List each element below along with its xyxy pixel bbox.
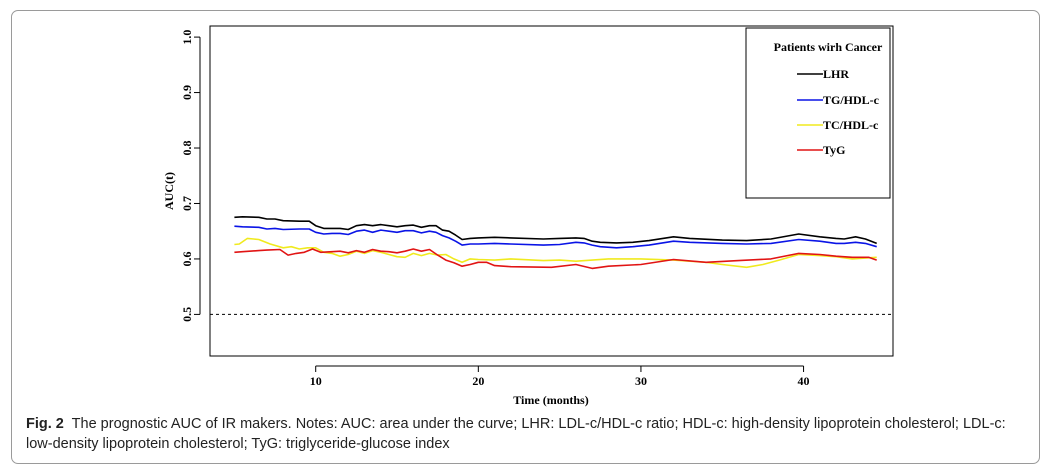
y-tick-label: 0.9 [180,85,194,100]
caption-label: Fig. 2 [26,416,64,432]
y-axis-title: AUC(t) [162,172,176,210]
series-line-tyg [234,249,876,268]
x-axis-title: Time (months) [513,393,588,407]
figure-caption: Fig. 2 The prognostic AUC of IR makers. … [26,414,1026,454]
x-tick-label: 40 [798,374,810,388]
x-tick-label: 20 [472,374,484,388]
auc-line-chart: 10 20 30 40 0.5 0.6 0.7 0.8 0.9 1.0 Time (months)… [0,0,1052,410]
series-line-lhr [234,217,876,244]
axes-layer: 10 20 30 40 0.5 0.6 0.7 0.8 0.9 1.0 [180,30,810,388]
y-tick-label: 0.7 [180,196,194,211]
legend-label: TyG [823,143,845,157]
x-tick-label: 10 [310,374,322,388]
legend: Patients wirh Cancer LHR TG/HDL-c TC/HDL-c… [746,28,890,198]
y-tick-label: 0.5 [180,307,194,322]
series-layer [234,217,876,269]
y-tick-label: 0.8 [180,141,194,156]
legend-label: TC/HDL-c [823,118,879,132]
legend-label: LHR [823,67,849,81]
caption-text: The prognostic AUC of IR makers. Notes: … [26,416,1006,452]
legend-label: TG/HDL-c [823,93,880,107]
y-tick-label: 0.6 [180,251,194,266]
legend-title: Patients wirh Cancer [774,40,883,54]
x-tick-label: 30 [635,374,647,388]
y-tick-label: 1.0 [180,30,194,45]
